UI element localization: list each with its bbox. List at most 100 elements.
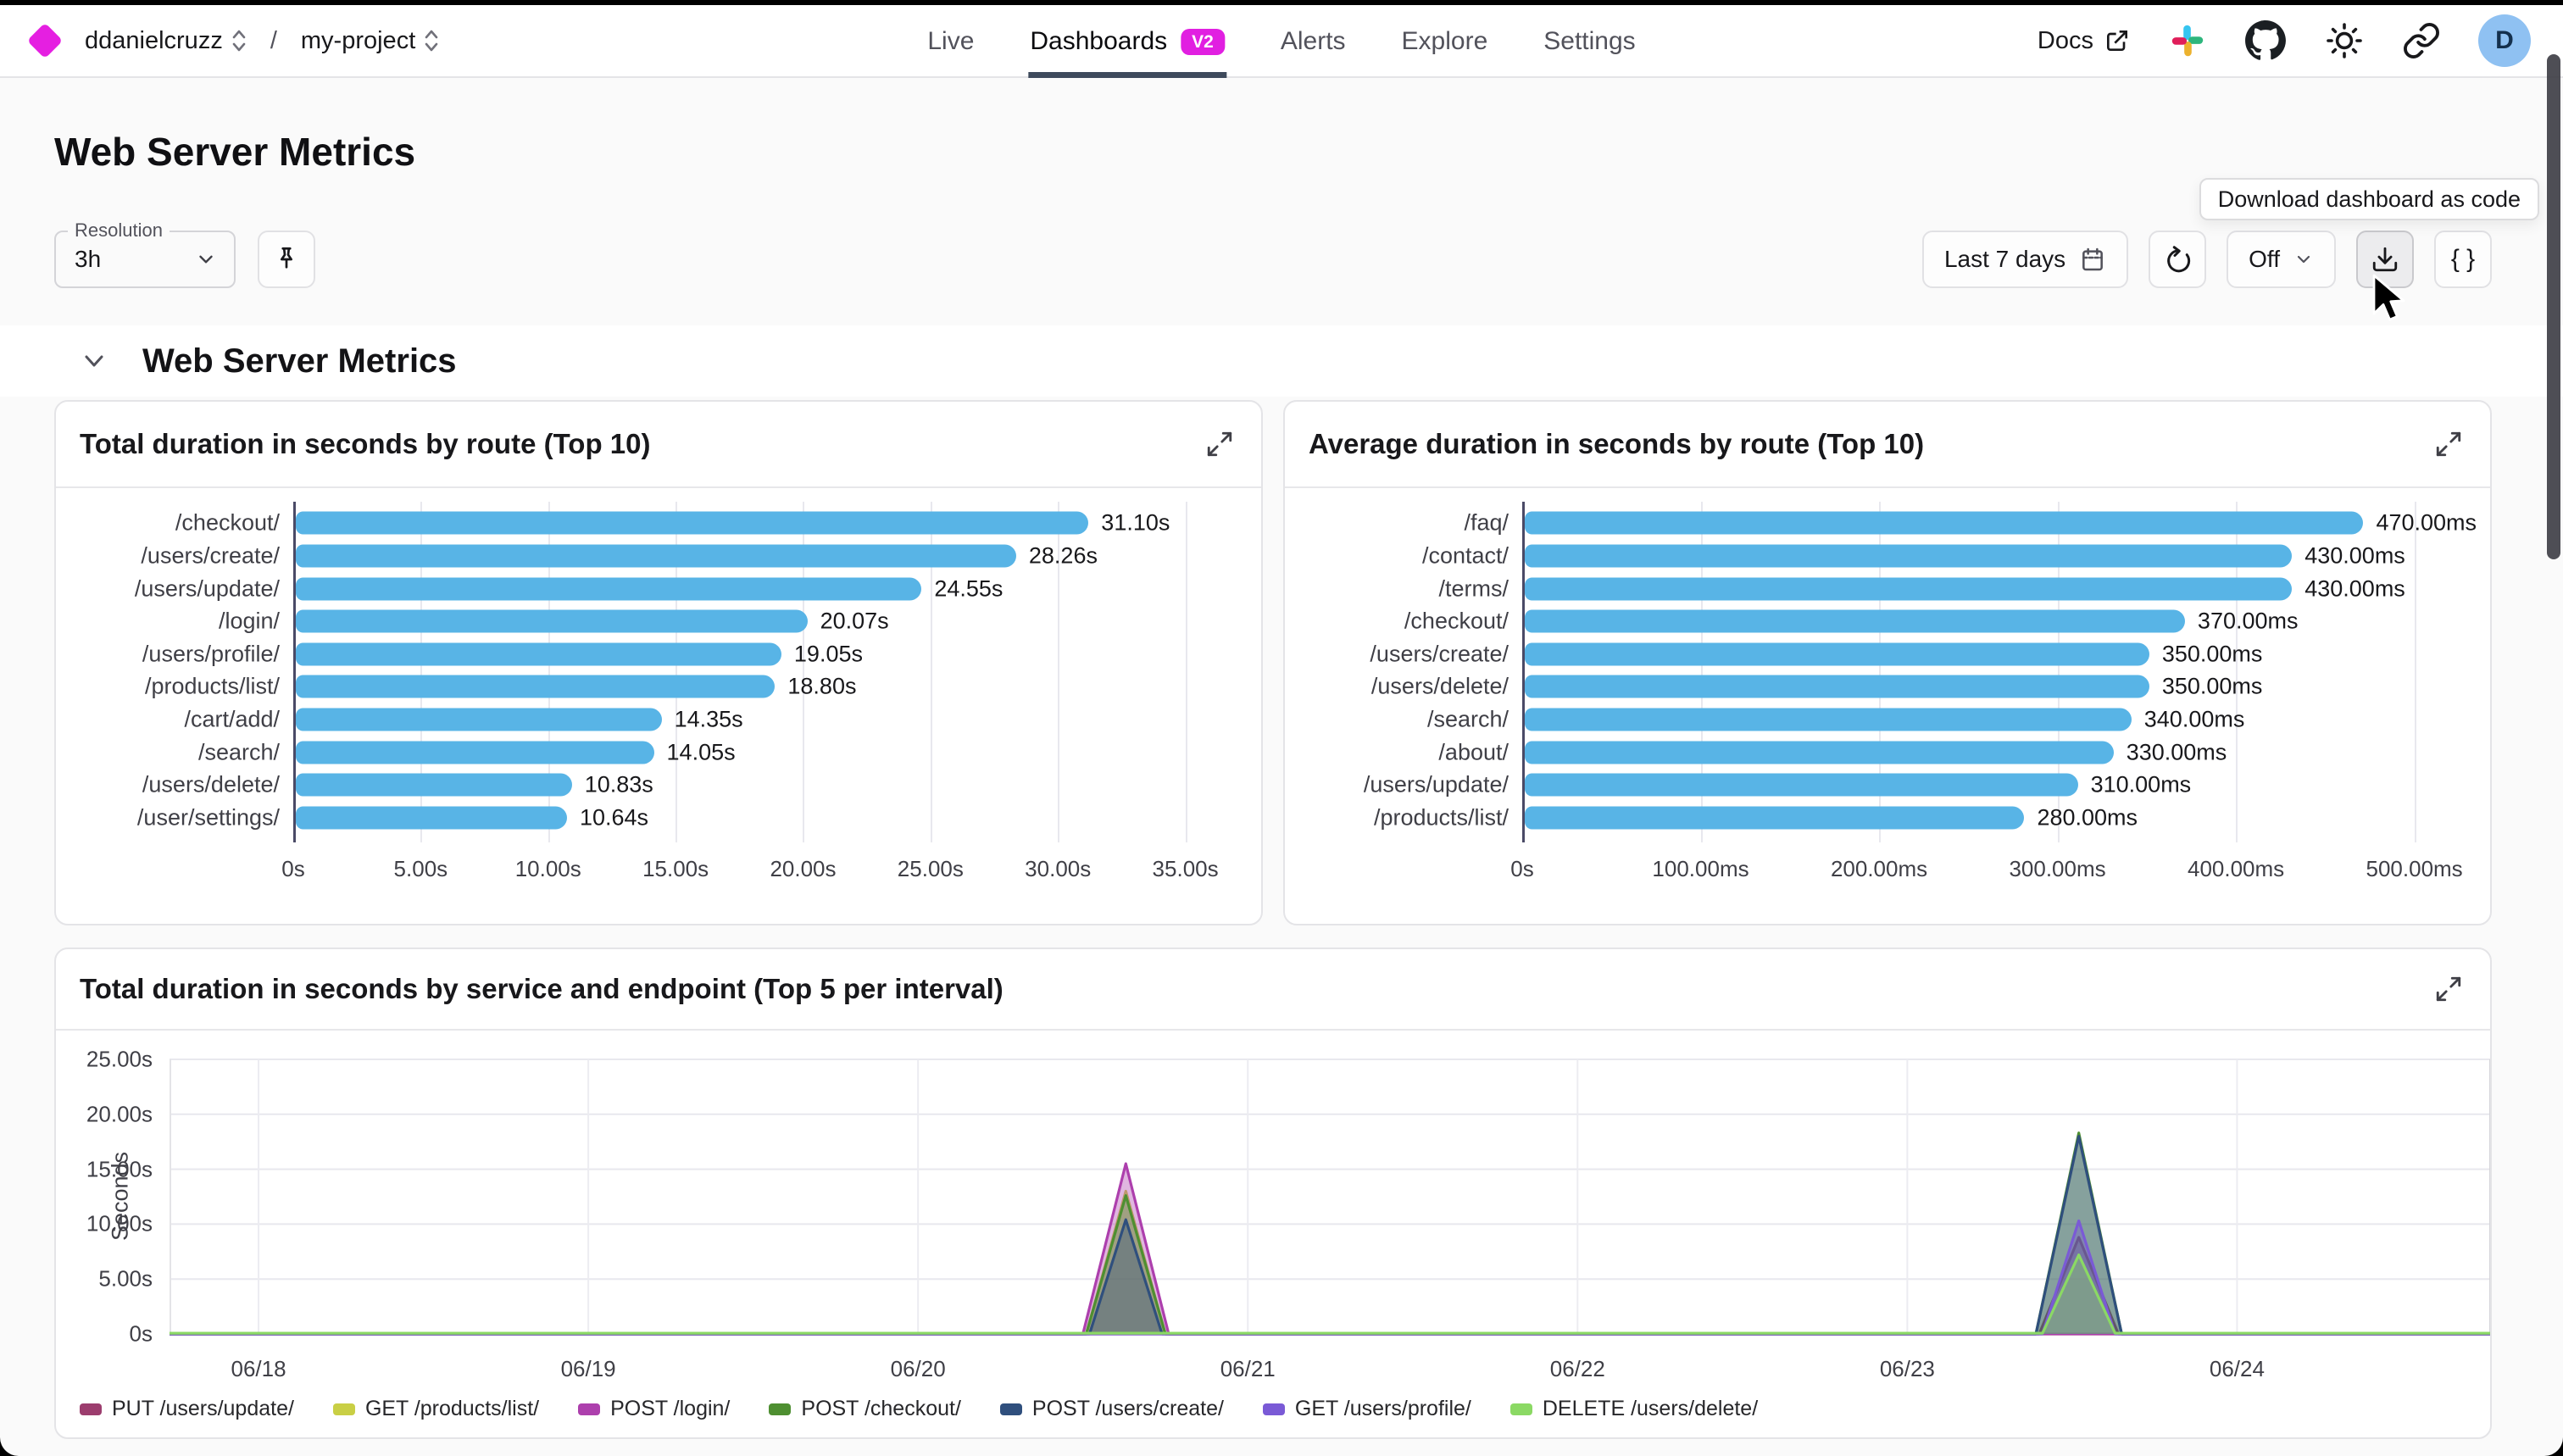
- bar[interactable]: [1525, 675, 2149, 698]
- bar[interactable]: [1525, 609, 2185, 633]
- expand-panel-icon[interactable]: [2434, 430, 2463, 458]
- bar[interactable]: [296, 708, 662, 731]
- legend-item[interactable]: POST /login/: [578, 1397, 730, 1421]
- bar[interactable]: [296, 806, 567, 830]
- series-area: [170, 1237, 2490, 1334]
- expand-panel-icon[interactable]: [1205, 430, 1234, 458]
- tab-explore[interactable]: Explore: [1402, 5, 1488, 78]
- x-tick-label: 30.00s: [1025, 856, 1092, 881]
- legend-label: PUT /users/update/: [112, 1397, 294, 1420]
- y-axis-line: [293, 502, 296, 842]
- pin-resolution-button[interactable]: [258, 231, 315, 288]
- tab-label: Dashboards: [1030, 27, 1168, 55]
- legend-item[interactable]: GET /users/profile/: [1262, 1397, 1471, 1421]
- docs-link[interactable]: Docs: [2038, 27, 2131, 55]
- tab-dashboards[interactable]: Dashboards V2: [1028, 5, 1227, 78]
- x-tick-label: 200.00ms: [1830, 856, 1928, 881]
- bar-value-label: 10.83s: [584, 771, 653, 797]
- bar[interactable]: [1525, 544, 2293, 568]
- x-tick-label: 10.00s: [514, 856, 581, 881]
- bar[interactable]: [296, 544, 1016, 568]
- bar-value-label: 350.00ms: [2161, 641, 2263, 667]
- tab-settings[interactable]: Settings: [1543, 5, 1635, 78]
- github-icon[interactable]: [2244, 19, 2287, 62]
- brand-logo-icon[interactable]: [26, 22, 64, 59]
- app-window: ddanielcruzz / my-project Live Dashboard…: [0, 5, 2563, 1456]
- bar-row-label: /checkout/: [1404, 608, 1509, 634]
- bar[interactable]: [296, 577, 922, 600]
- bar[interactable]: [1525, 708, 2132, 731]
- legend-swatch: [1509, 1403, 1532, 1415]
- grid-line: [1879, 502, 1882, 842]
- y-tick-label: 25.00s: [86, 1046, 153, 1072]
- bar[interactable]: [296, 773, 572, 797]
- y-axis-line: [1522, 502, 1525, 842]
- bar[interactable]: [296, 642, 781, 666]
- nav-tabs: Live Dashboards V2 Alerts Explore Settin…: [927, 5, 1636, 78]
- bar[interactable]: [1525, 806, 2025, 830]
- docs-label: Docs: [2037, 26, 2093, 54]
- y-tick-label: 10.00s: [86, 1210, 153, 1236]
- share-link-icon[interactable]: [2402, 21, 2441, 60]
- bar[interactable]: [296, 609, 808, 633]
- legend-item[interactable]: POST /checkout/: [769, 1397, 961, 1421]
- series-area: [170, 1254, 2490, 1334]
- refresh-button[interactable]: [2149, 231, 2207, 288]
- bar-value-label: 430.00ms: [2304, 575, 2405, 601]
- bar-chart-total-duration: 0s 5.00s 10.00s 15.00s 20.00s 25.00s 30.00s 35.…: [56, 488, 1261, 895]
- bar[interactable]: [1525, 511, 2364, 535]
- grid-line: [1700, 502, 1703, 842]
- grid-line: [420, 502, 423, 842]
- x-tick-label: 06/19: [560, 1356, 616, 1381]
- x-tick-label: 06/23: [1879, 1356, 1935, 1381]
- legend-item[interactable]: PUT /users/update/: [80, 1397, 294, 1421]
- legend-swatch: [332, 1403, 355, 1415]
- bar-row-label: /user/settings/: [136, 804, 280, 831]
- bar[interactable]: [1525, 577, 2293, 600]
- resolution-select[interactable]: Resolution 3h: [54, 220, 236, 288]
- bar[interactable]: [1525, 741, 2114, 764]
- org-switcher[interactable]: ddanielcruzz: [85, 27, 247, 55]
- legend-item[interactable]: GET /products/list/: [332, 1397, 539, 1421]
- bar[interactable]: [296, 741, 654, 764]
- tab-alerts[interactable]: Alerts: [1281, 5, 1346, 78]
- time-range-button[interactable]: Last 7 days: [1921, 231, 2129, 288]
- timeseries-plot: [170, 1059, 2490, 1336]
- slack-icon[interactable]: [2168, 21, 2207, 60]
- tab-live[interactable]: Live: [927, 5, 974, 78]
- series-area: [170, 1136, 2490, 1334]
- bar[interactable]: [296, 675, 776, 698]
- edit-json-button[interactable]: { }: [2434, 231, 2492, 288]
- legend-item[interactable]: POST /users/create/: [999, 1397, 1224, 1421]
- bar[interactable]: [1525, 773, 2078, 797]
- expand-panel-icon[interactable]: [2434, 975, 2463, 1003]
- user-avatar[interactable]: D: [2478, 14, 2531, 67]
- bar[interactable]: [1525, 642, 2149, 666]
- resolution-value: 3h: [75, 246, 102, 272]
- legend-label: GET /users/profile/: [1294, 1397, 1471, 1420]
- bar-value-label: 19.05s: [793, 641, 863, 667]
- bar-row-label: /checkout/: [175, 509, 280, 536]
- bar-row-label: /contact/: [1421, 542, 1509, 569]
- legend-swatch: [999, 1403, 1022, 1415]
- bar[interactable]: [296, 511, 1089, 535]
- refresh-icon: [2167, 246, 2191, 273]
- y-tick-label: 5.00s: [98, 1265, 153, 1292]
- download-dashboard-button[interactable]: [2356, 231, 2414, 288]
- project-switcher[interactable]: my-project: [301, 27, 439, 55]
- theme-sun-icon[interactable]: [2324, 20, 2365, 61]
- unfold-icon: [231, 28, 247, 53]
- bar-value-label: 370.00ms: [2197, 608, 2299, 634]
- tab-label: Settings: [1543, 27, 1636, 55]
- y-tick-label: 0s: [129, 1320, 153, 1347]
- y-tick-label: 20.00s: [86, 1101, 153, 1127]
- bar-value-label: 24.55s: [934, 575, 1004, 601]
- auto-refresh-select[interactable]: Off: [2227, 231, 2336, 288]
- vertical-scrollbar-thumb[interactable]: [2547, 54, 2560, 559]
- section-header[interactable]: Web Server Metrics: [0, 325, 2563, 397]
- legend-label: DELETE /users/delete/: [1542, 1397, 1759, 1420]
- legend-item[interactable]: DELETE /users/delete/: [1509, 1397, 1759, 1421]
- panel-header: Total duration in seconds by route (Top …: [56, 402, 1261, 488]
- bar-row-label: /login/: [218, 608, 280, 634]
- series-area: [170, 1220, 2490, 1334]
